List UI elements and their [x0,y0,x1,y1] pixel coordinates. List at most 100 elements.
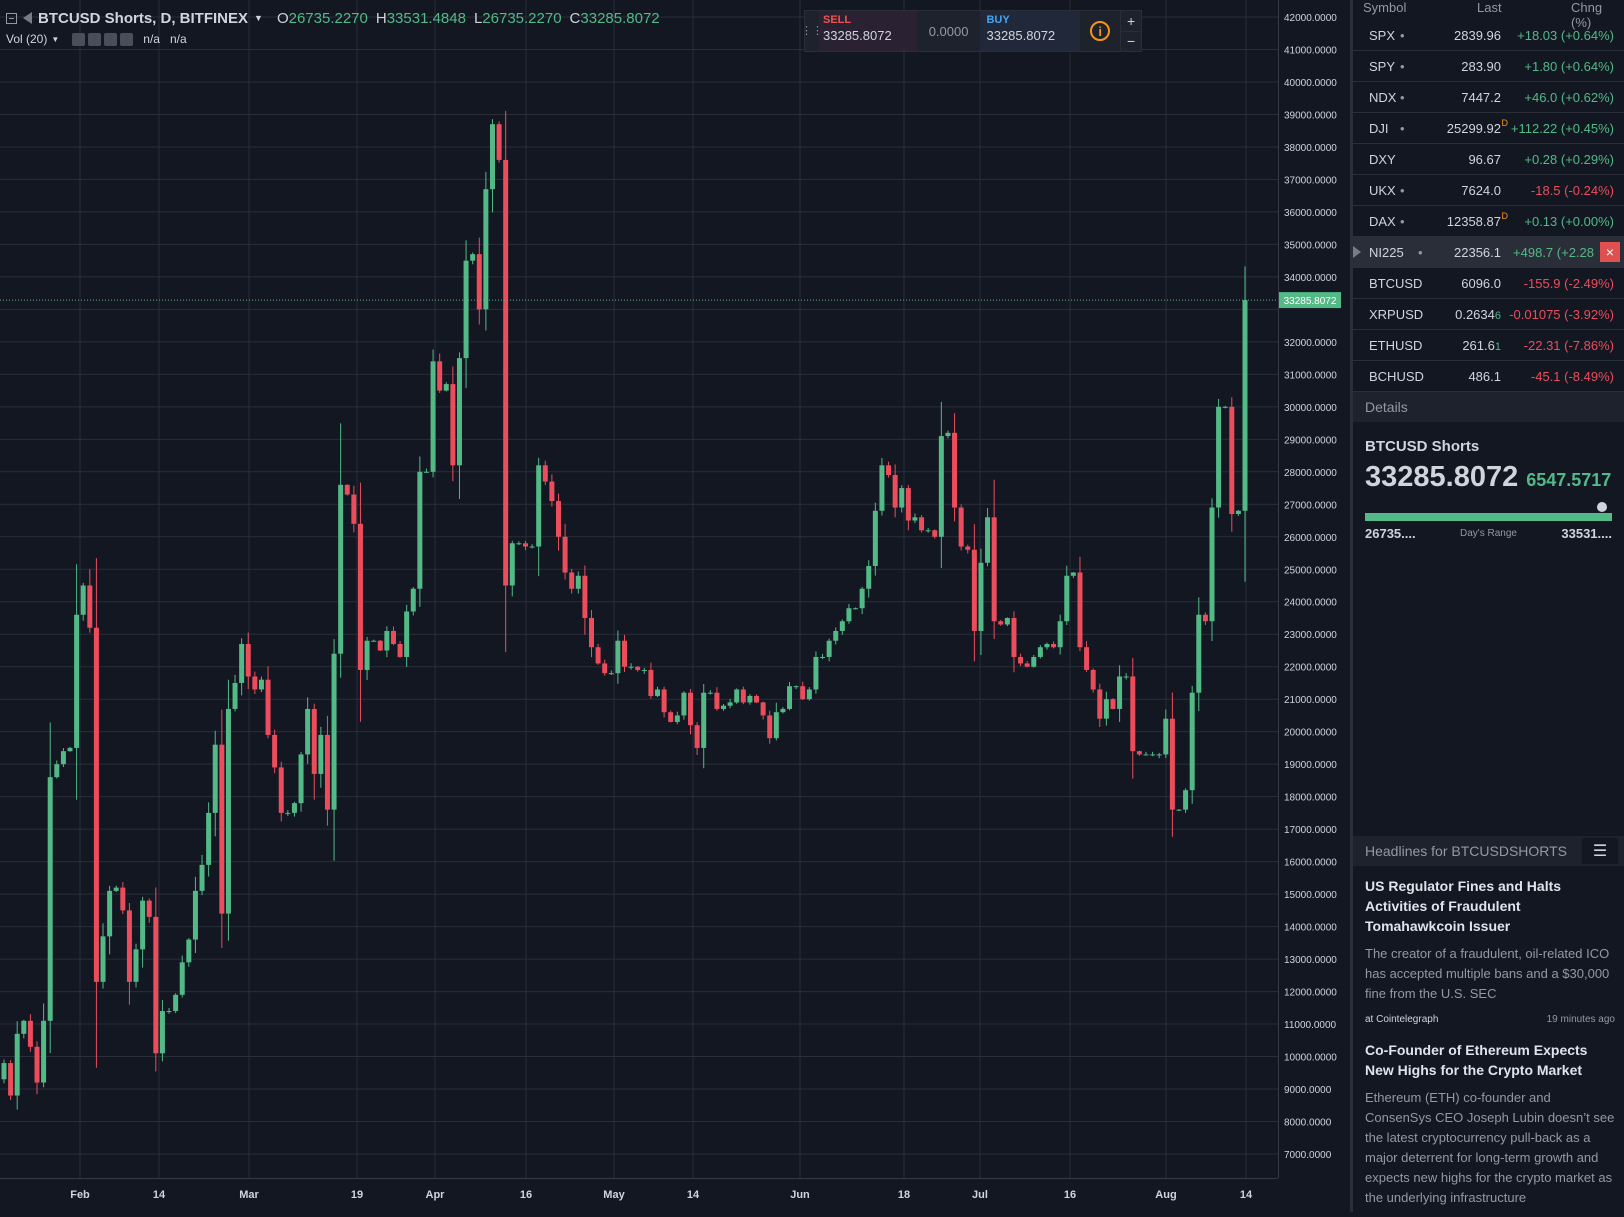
candle[interactable] [833,627,839,645]
watchlist-row[interactable]: SPY • 283.90 +1.80 (+0.64%) [1353,51,1624,82]
time-axis-label[interactable]: 19 [351,1189,363,1201]
candle[interactable] [140,896,146,968]
candle[interactable] [476,237,482,325]
candle[interactable] [588,610,594,658]
price-axis-label[interactable]: 34000.0000 [1284,273,1337,284]
candle[interactable] [278,761,284,822]
candle[interactable] [569,568,575,594]
candle[interactable] [107,885,113,955]
candle[interactable] [1235,509,1241,516]
candle[interactable] [1176,809,1182,811]
price-axis-label[interactable]: 12000.0000 [1284,988,1337,999]
headline-title[interactable]: US Regulator Fines and Halts Activities … [1365,878,1562,934]
info-button[interactable]: i [1080,11,1120,51]
time-axis-label[interactable]: 14 [1240,1189,1253,1201]
candle[interactable] [991,479,997,639]
watchlist-row[interactable]: BCHUSD 486.1 -45.1 (-8.49%) [1353,361,1624,392]
candle[interactable] [509,540,515,597]
candle[interactable] [1051,641,1057,649]
candle[interactable] [674,711,680,725]
candle[interactable] [159,1000,165,1062]
add-icon[interactable] [104,32,118,46]
candle[interactable] [1057,614,1063,655]
candle[interactable] [225,679,231,941]
candle[interactable] [793,685,799,690]
candle[interactable] [536,457,542,577]
candle[interactable] [707,690,713,695]
time-axis-label[interactable]: 16 [1064,1189,1076,1201]
price-axis-label[interactable]: 15000.0000 [1284,890,1337,901]
price-axis-label[interactable]: 42000.0000 [1284,13,1337,24]
candle[interactable] [826,638,832,662]
watchlist-row[interactable]: XRPUSD 0.26346 -0.01075 (-3.92%) [1353,299,1624,330]
candle[interactable] [219,709,225,949]
candle[interactable] [1156,752,1162,759]
column-symbol[interactable]: Symbol [1363,0,1407,15]
candle[interactable] [8,1060,14,1100]
candle[interactable] [938,401,944,569]
remove-symbol-button[interactable]: × [1600,242,1620,262]
candle[interactable] [628,663,634,670]
candle[interactable] [952,413,958,522]
price-axis-label[interactable]: 30000.0000 [1284,403,1337,414]
candle[interactable] [423,468,429,473]
candle[interactable] [166,1007,172,1014]
candle[interactable] [688,688,694,735]
candle[interactable] [701,684,707,769]
candle[interactable] [371,639,377,642]
candle[interactable] [1110,698,1116,710]
candle[interactable] [133,943,139,988]
candle[interactable] [27,1014,33,1052]
candle[interactable] [595,643,601,665]
price-axis-label[interactable]: 41000.0000 [1284,45,1337,56]
candle[interactable] [199,854,205,896]
price-axis-label[interactable]: 39000.0000 [1284,110,1337,121]
candle[interactable] [1070,572,1076,578]
price-axis-label[interactable]: 31000.0000 [1284,370,1337,381]
price-axis-label[interactable]: 28000.0000 [1284,468,1337,479]
candle[interactable] [390,626,396,646]
candle[interactable] [846,603,852,624]
candle[interactable] [93,558,99,1068]
candle[interactable] [1018,653,1024,667]
candle[interactable] [1084,641,1090,672]
candle[interactable] [305,697,311,764]
candle[interactable] [377,639,383,652]
candle[interactable] [886,461,892,478]
watchlist-row[interactable]: DXY 96.67 +0.28 (+0.29%) [1353,144,1624,175]
time-axis-label[interactable]: Mar [239,1189,259,1201]
candle[interactable] [872,502,878,576]
candle[interactable] [470,252,476,265]
candle[interactable] [608,670,614,676]
candle[interactable] [516,541,522,546]
watchlist-row[interactable]: NDX • 7447.2 +46.0 (+0.62%) [1353,82,1624,113]
candle[interactable] [958,504,964,551]
price-axis-label[interactable]: 9000.0000 [1284,1085,1332,1096]
candle[interactable] [450,366,456,482]
candle[interactable] [1242,266,1248,582]
watchlist-row[interactable]: DAX • 12358.87 D +0.13 (+0.00%) [1353,206,1624,237]
candle[interactable] [173,993,179,1014]
candle[interactable] [47,722,53,1054]
candle[interactable] [456,352,462,500]
candle[interactable] [1169,692,1175,837]
candle[interactable] [496,121,502,163]
candle[interactable] [285,810,291,816]
candle[interactable] [443,382,449,392]
candle[interactable] [549,474,555,507]
candle[interactable] [153,887,159,1072]
candle[interactable] [740,686,746,705]
volume-label[interactable]: Vol (20) [6,32,48,46]
price-axis-label[interactable]: 20000.0000 [1284,728,1337,739]
candle[interactable] [615,630,621,684]
candle[interactable] [1123,673,1129,680]
time-axis-label[interactable]: 14 [687,1189,700,1201]
price-axis-label[interactable]: 22000.0000 [1284,663,1337,674]
candle[interactable] [239,638,245,696]
watchlist-row[interactable]: NI225 • 22356.1 +498.7 (+2.28 × [1353,237,1624,268]
candle[interactable] [522,540,528,551]
column-change[interactable]: Chng (%) [1571,0,1603,30]
candle[interactable] [912,513,918,524]
candle[interactable] [575,571,581,594]
candle[interactable] [344,484,350,496]
